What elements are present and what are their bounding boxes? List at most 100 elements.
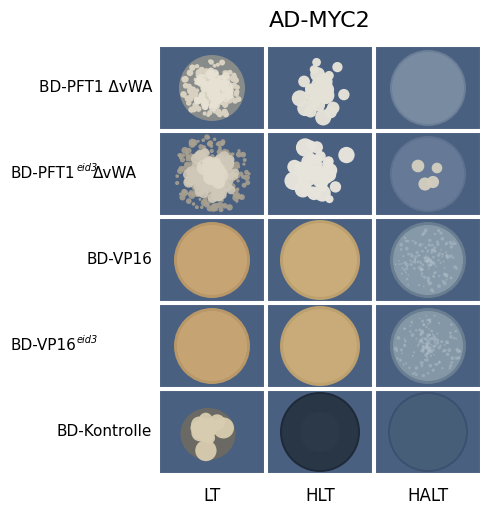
Circle shape	[438, 322, 440, 324]
Circle shape	[404, 328, 406, 329]
Circle shape	[192, 93, 197, 99]
Circle shape	[208, 68, 214, 74]
Circle shape	[237, 165, 240, 169]
Circle shape	[209, 86, 215, 91]
Circle shape	[209, 88, 216, 94]
Circle shape	[443, 281, 447, 285]
Circle shape	[199, 168, 203, 173]
Circle shape	[190, 176, 195, 181]
Circle shape	[423, 286, 425, 287]
Circle shape	[420, 331, 424, 335]
Circle shape	[443, 344, 445, 346]
Circle shape	[209, 157, 221, 170]
Circle shape	[215, 158, 218, 162]
Circle shape	[214, 154, 226, 165]
Circle shape	[216, 85, 220, 89]
Circle shape	[201, 148, 209, 157]
Circle shape	[211, 78, 220, 87]
Circle shape	[436, 240, 439, 244]
Circle shape	[216, 165, 222, 171]
Circle shape	[207, 81, 216, 90]
Circle shape	[194, 78, 198, 82]
Circle shape	[211, 82, 215, 86]
Circle shape	[442, 261, 445, 262]
Circle shape	[186, 166, 195, 176]
Circle shape	[197, 74, 206, 83]
Circle shape	[242, 163, 245, 166]
Circle shape	[210, 170, 220, 180]
Circle shape	[209, 103, 217, 112]
Circle shape	[227, 98, 233, 103]
Circle shape	[231, 173, 238, 180]
Circle shape	[442, 256, 443, 257]
Circle shape	[206, 84, 213, 91]
Circle shape	[210, 86, 215, 91]
Circle shape	[196, 157, 202, 163]
Circle shape	[441, 237, 444, 240]
Circle shape	[325, 195, 334, 203]
Circle shape	[241, 152, 246, 158]
Circle shape	[189, 166, 196, 172]
Circle shape	[210, 172, 215, 177]
Circle shape	[423, 276, 426, 279]
Circle shape	[204, 162, 213, 172]
Circle shape	[205, 70, 209, 74]
Circle shape	[194, 97, 201, 104]
Circle shape	[187, 171, 192, 176]
Circle shape	[205, 172, 214, 180]
Circle shape	[222, 83, 227, 89]
Circle shape	[187, 95, 192, 100]
Circle shape	[330, 181, 341, 193]
Circle shape	[187, 69, 193, 76]
Circle shape	[437, 259, 440, 261]
Circle shape	[203, 167, 207, 170]
Circle shape	[189, 65, 196, 71]
Circle shape	[208, 77, 213, 82]
Circle shape	[208, 80, 215, 88]
Circle shape	[435, 266, 437, 267]
Circle shape	[455, 356, 458, 360]
Circle shape	[206, 165, 221, 180]
Circle shape	[311, 141, 323, 153]
Circle shape	[192, 167, 199, 174]
Circle shape	[443, 272, 446, 276]
Circle shape	[437, 284, 441, 288]
Circle shape	[415, 329, 417, 332]
Circle shape	[202, 111, 207, 116]
Text: HALT: HALT	[407, 487, 449, 505]
Circle shape	[200, 152, 206, 159]
Text: BD-VP16: BD-VP16	[10, 339, 76, 353]
Circle shape	[223, 149, 226, 152]
Circle shape	[407, 284, 409, 286]
Circle shape	[203, 178, 207, 181]
Circle shape	[446, 279, 448, 280]
Circle shape	[200, 180, 209, 188]
Circle shape	[314, 167, 325, 178]
FancyBboxPatch shape	[267, 218, 373, 302]
Circle shape	[199, 165, 206, 172]
Circle shape	[446, 352, 450, 356]
Circle shape	[189, 153, 193, 157]
Circle shape	[204, 99, 209, 103]
Circle shape	[210, 169, 218, 176]
Circle shape	[211, 69, 219, 78]
Circle shape	[211, 178, 214, 182]
Circle shape	[217, 202, 224, 208]
Text: BD-PFT1: BD-PFT1	[10, 166, 75, 182]
Ellipse shape	[180, 408, 236, 460]
FancyBboxPatch shape	[267, 46, 373, 130]
Circle shape	[206, 166, 211, 171]
Circle shape	[422, 350, 425, 353]
Circle shape	[213, 83, 217, 87]
Circle shape	[406, 267, 408, 270]
Text: eid3: eid3	[77, 163, 98, 173]
Circle shape	[206, 170, 217, 181]
Circle shape	[426, 259, 429, 262]
Circle shape	[204, 171, 208, 174]
Circle shape	[211, 204, 216, 208]
Circle shape	[233, 78, 239, 83]
Circle shape	[175, 181, 179, 185]
Circle shape	[213, 64, 216, 68]
Circle shape	[210, 85, 215, 90]
Circle shape	[209, 86, 217, 93]
